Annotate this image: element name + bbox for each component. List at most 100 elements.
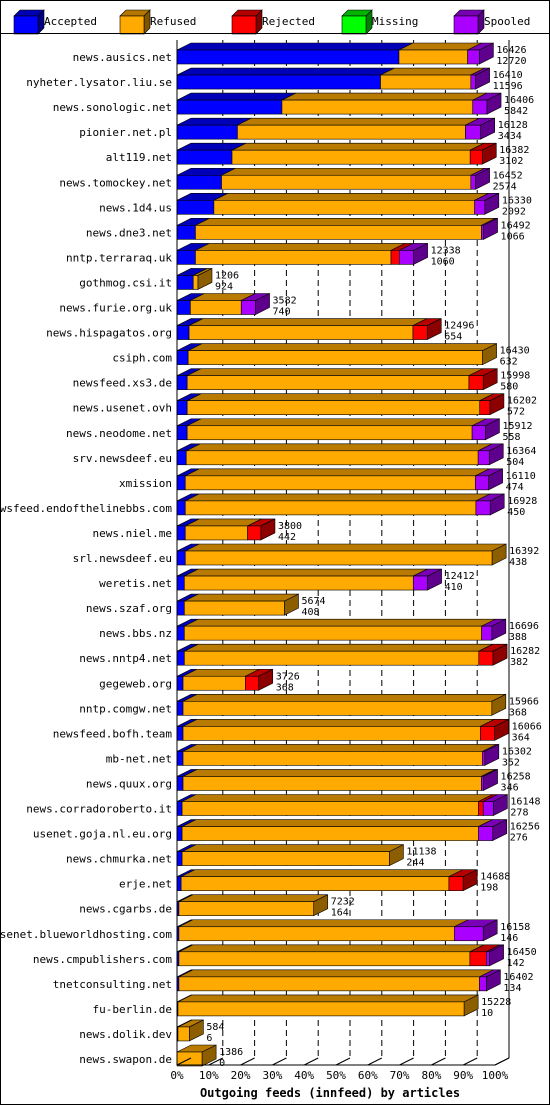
bar-segment-top [177,994,479,1003]
bar-segment-accepted [176,250,196,265]
bar-segment-accepted [176,99,283,115]
bar-segment-refused [181,801,479,816]
bar-segment-spooled [471,425,486,441]
bar-segment-rejected [469,951,487,967]
legend-label-accepted: Accepted [44,15,97,28]
bar-segment-refused [177,1001,465,1017]
bar-end-face [475,167,490,190]
bar-segment-top [187,393,494,402]
row-label: news.dne3.net [86,226,172,239]
row-accepted-label: 346 [501,782,519,793]
bar-segment-accepted [176,450,187,466]
x-tick-label: 40% [294,1069,314,1082]
bar-segment-spooled [474,475,489,491]
row-label: gegeweb.org [99,677,172,690]
bar-segment-refused [195,225,482,240]
row-accepted-label: 10 [481,1008,493,1019]
row-accepted-label: 6 [206,1033,212,1044]
bar-segment-accepted [176,650,185,666]
row-label: news.1d4.us [99,201,172,214]
bar-segment-top [178,944,485,953]
bar-segment-top [213,193,489,201]
row-accepted-label: 368 [509,707,527,718]
row-total-label: 16148 [510,797,540,808]
row-total-label: 16406 [504,95,534,106]
tick-mark [462,1057,478,1066]
bar-end-face [426,318,442,341]
bar-segment-refused [380,74,472,90]
row-accepted-label: 558 [502,432,520,443]
row-total-label: 584 [206,1022,224,1033]
bar-row-csiph-com: csiph.com16430632 [112,343,530,368]
bar-end-face [489,944,504,967]
row-total-label: 16450 [507,947,537,958]
legend: Accepted Refused Rejected Missing Spooled [0,9,550,35]
bar-end-face [488,468,503,491]
x-axis: 0% 10% 20% 30% 40% 50% 60% 70% 80% 90% 100% [170,40,510,1082]
row-total-label: 16330 [502,195,532,206]
bar-segment-spooled [240,300,256,315]
bar-segment-refused [180,876,450,891]
bar-segment-top [237,117,480,126]
bar-segment-top [182,693,506,702]
bar-segment-accepted [176,325,190,340]
row-total-label: 16158 [500,922,530,933]
bar-segment-refused [181,826,479,841]
bar-segment-rejected [478,801,484,816]
row-label: srv.newsdeef.eu [73,452,172,465]
row-total-label: 16392 [509,546,539,557]
x-tick-label: 70% [390,1069,410,1082]
bar-segment-spooled [482,751,486,766]
bar-end-face [482,919,498,942]
row-total-label: 16282 [510,646,540,657]
row-accepted-label: 278 [510,808,528,819]
row-label: usenet.goja.nl.eu.org [33,828,172,841]
bar-segment-refused [182,700,493,716]
bar-segment-accepted [176,225,196,240]
row-label: mb-net.net [106,752,172,765]
bar-end-face [475,67,490,90]
bar-segment-spooled [482,801,494,816]
row-label: tnetconsulting.net [53,978,172,991]
bar-segment-accepted [176,74,381,90]
bar-end-face [486,969,501,992]
bar-segment-top [185,543,507,552]
legend-label-missing: Missing [372,15,418,28]
row-label: usenet.blueworldhosting.com [0,928,172,941]
bar-segment-refused [184,500,477,516]
row-label: news.hispagatos.org [46,327,172,340]
row-accepted-label: 2092 [502,206,526,217]
bar-segment-accepted [176,751,184,766]
bar-segment-top [176,42,414,51]
bar-segment-accepted [176,124,238,140]
row-label: news.bbs.nz [99,627,172,640]
bar-segment-spooled [481,225,484,240]
row-total-label: 15998 [500,371,530,382]
bar-segment-rejected [480,726,495,741]
bar-end-face [189,1019,204,1042]
bar-segment-accepted [176,375,188,390]
bar-segment-top [182,744,497,752]
bar-segment-refused [186,400,481,416]
floor-edge [494,1057,510,1066]
row-total-label: 16066 [512,721,542,732]
bar-segment-refused [184,625,482,641]
legend-label-refused: Refused [150,15,196,28]
bar-segment-refused [182,776,482,791]
bar-segment-accepted [176,149,233,165]
bar-segment-refused [184,575,414,591]
bar-segment-accepted [176,776,184,791]
row-label: news.dolik.dev [79,1028,172,1041]
row-total-label: 16202 [507,396,537,407]
tick-mark [335,1057,351,1066]
